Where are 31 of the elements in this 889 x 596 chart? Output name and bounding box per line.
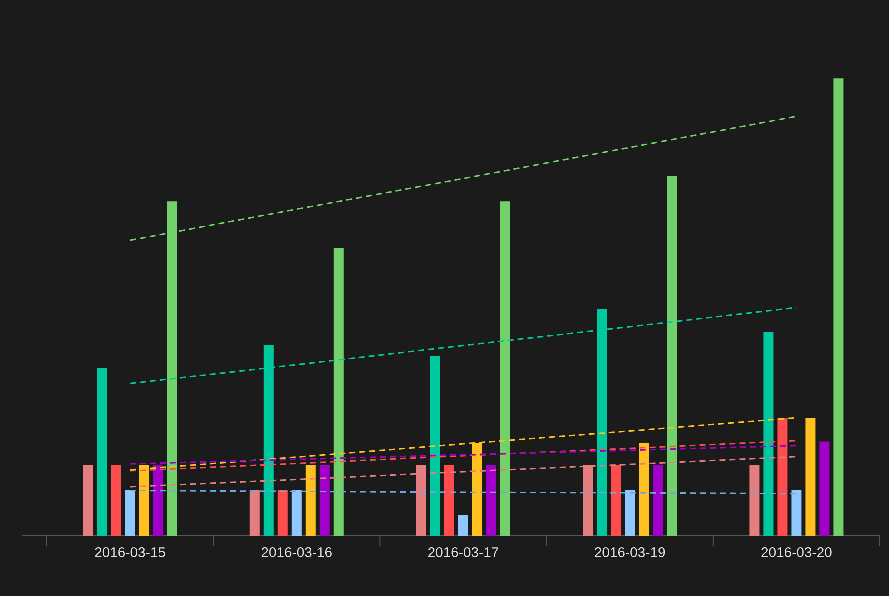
bar bbox=[334, 248, 344, 536]
bar bbox=[250, 490, 260, 536]
x-tick-label: 2016-03-16 bbox=[262, 548, 332, 558]
bar bbox=[820, 442, 830, 536]
bar bbox=[444, 465, 455, 536]
bar bbox=[430, 356, 440, 536]
bar bbox=[83, 465, 94, 536]
x-tick-label: 2016-03-15 bbox=[95, 548, 166, 558]
bar bbox=[458, 514, 469, 536]
bar bbox=[653, 465, 664, 536]
bar bbox=[292, 490, 302, 536]
bar bbox=[639, 443, 650, 536]
bar bbox=[111, 465, 122, 536]
bar bbox=[625, 490, 636, 536]
bar bbox=[125, 490, 136, 536]
bar bbox=[667, 176, 678, 536]
bar bbox=[792, 490, 802, 536]
bar bbox=[834, 78, 844, 536]
x-tick-label: 2016-03-20 bbox=[762, 548, 832, 558]
bar bbox=[278, 490, 288, 536]
bar bbox=[306, 465, 316, 536]
bar bbox=[486, 465, 497, 536]
bar bbox=[750, 465, 760, 536]
bar bbox=[320, 465, 330, 536]
x-tick-label: 2016-03-19 bbox=[595, 548, 666, 558]
bar bbox=[97, 368, 108, 536]
bar bbox=[500, 202, 511, 536]
bar bbox=[764, 332, 774, 536]
x-tick-label: 2016-03-17 bbox=[428, 548, 498, 558]
bar bbox=[806, 418, 816, 536]
bar bbox=[611, 465, 622, 536]
